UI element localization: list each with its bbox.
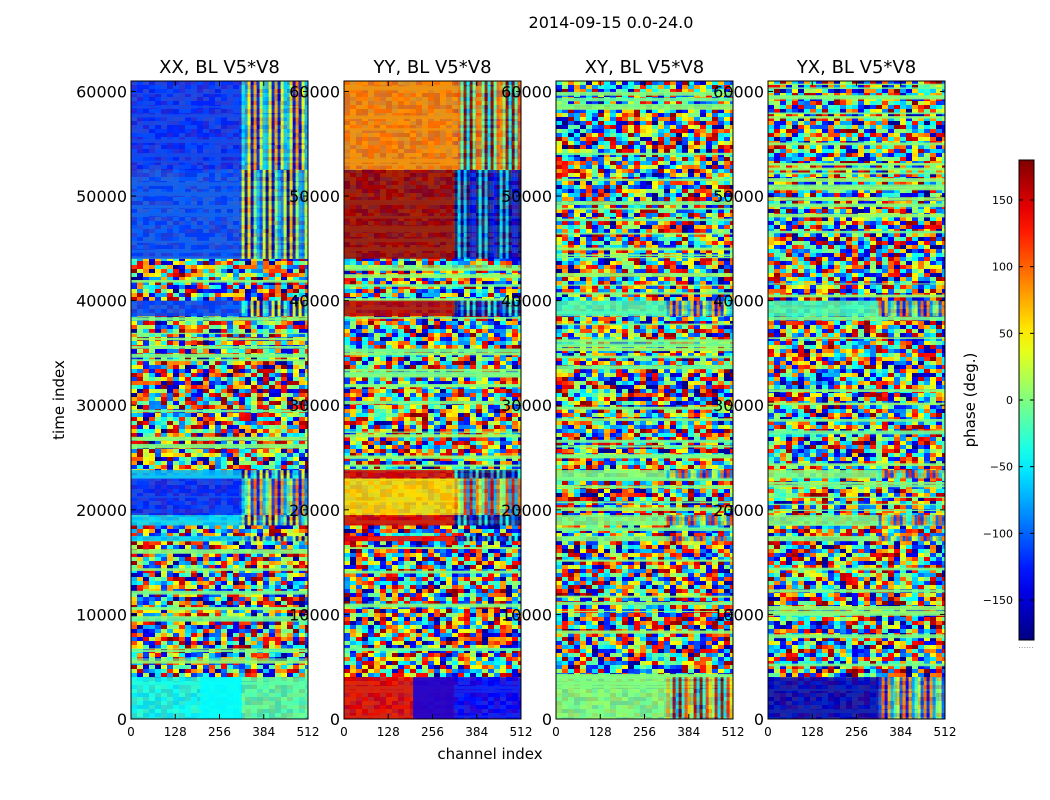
x-tick-label: 512 <box>722 725 745 739</box>
panels: XX, BL V5*V8 0 10000 20000 30000 40000 50000 60… <box>76 57 956 739</box>
x-tick-label: 0 <box>552 725 560 739</box>
band-yy-6 <box>344 478 455 516</box>
y-tick-label: 10000 <box>501 605 552 624</box>
x-tick-label: 512 <box>934 725 957 739</box>
y-tick-label: 0 <box>117 710 127 729</box>
band-xy-5 <box>556 515 667 526</box>
band-yx-9 <box>768 300 879 317</box>
colorbar-tick-label: 50 <box>999 327 1013 340</box>
panel-xx: XX, BL V5*V8 0 10000 20000 30000 40000 50000 60… <box>76 57 319 739</box>
band-yx-0 <box>768 677 879 719</box>
y-tick-label: 60000 <box>713 82 764 101</box>
panel-xy: XY, BL V5*V8 0 10000 20000 30000 40000 50000 60… <box>501 57 744 739</box>
band-xy-0 <box>556 677 667 719</box>
band-yy-3 <box>344 535 455 542</box>
band-xy-3 <box>556 535 667 542</box>
band-xy-7 <box>556 470 667 479</box>
y-axis-label: time index <box>50 360 68 440</box>
band-yx-3 <box>768 535 879 542</box>
y-tick-label: 30000 <box>713 396 764 415</box>
band-xx-11 <box>131 169 242 259</box>
y-tick-label: 20000 <box>713 501 764 520</box>
y-tick-label: 60000 <box>501 82 552 101</box>
y-tick-label: 50000 <box>713 187 764 206</box>
y-tick-label: 40000 <box>76 292 127 311</box>
band-yy-11 <box>344 169 455 259</box>
colorbar-tick-label: −50 <box>990 461 1013 474</box>
x-tick-label: 512 <box>510 725 533 739</box>
y-tick-label: 50000 <box>501 187 552 206</box>
y-tick-label: 60000 <box>76 82 127 101</box>
x-tick-label: 128 <box>801 725 824 739</box>
band-xx-12 <box>131 81 242 170</box>
band-xy-9 <box>556 300 667 317</box>
x-tick-label: 128 <box>377 725 400 739</box>
band-yy-9 <box>344 300 455 317</box>
y-tick-label: 30000 <box>501 396 552 415</box>
x-tick-label: 256 <box>845 725 868 739</box>
panel-title: YY, BL V5*V8 <box>372 57 491 78</box>
x-tick-label: 256 <box>633 725 656 739</box>
y-tick-label: 20000 <box>501 501 552 520</box>
phase-image-yy <box>344 81 521 719</box>
band-yy-5 <box>344 515 455 526</box>
colorbar-tick-label: −150 <box>983 594 1013 607</box>
y-tick-label: 0 <box>330 710 340 729</box>
panel-yx: YX, BL V5*V8 0 10000 20000 30000 40000 50000 60… <box>713 57 956 739</box>
y-tick-label: 50000 <box>76 187 127 206</box>
chart-title: 2014-09-15 0.0-24.0 <box>529 13 694 32</box>
x-tick-label: 256 <box>208 725 231 739</box>
phase-image-xy <box>556 81 733 719</box>
y-tick-label: 0 <box>542 710 552 729</box>
colorbar-tick-label: 100 <box>992 261 1013 274</box>
y-tick-label: 40000 <box>289 292 340 311</box>
band-xx-6 <box>131 478 242 516</box>
x-tick-label: 256 <box>421 725 444 739</box>
x-tick-label: 0 <box>340 725 348 739</box>
y-tick-label: 30000 <box>76 396 127 415</box>
x-tick-label: 0 <box>127 725 135 739</box>
band-xx-7 <box>131 470 242 479</box>
band-xx-5 <box>131 515 242 526</box>
band-yx-5 <box>768 515 879 526</box>
phase-image-yx <box>768 81 945 719</box>
x-tick-label: 512 <box>297 725 320 739</box>
panel-yy: YY, BL V5*V8 0 10000 20000 30000 40000 50000 60… <box>289 57 532 739</box>
colorbar-tick-label: −100 <box>983 527 1013 540</box>
band-xx-3 <box>131 535 242 542</box>
colorbar: 150 100 50 0 −50 −100 −150 <box>983 159 1035 641</box>
band-yy-7 <box>344 470 455 479</box>
colorbar-tick-label: 0 <box>1006 394 1013 407</box>
x-tick-label: 384 <box>252 725 275 739</box>
x-tick-label: 128 <box>589 725 612 739</box>
y-tick-label: 50000 <box>289 187 340 206</box>
x-axis-label: channel index <box>437 745 542 763</box>
y-tick-label: 20000 <box>289 501 340 520</box>
band-xx-9 <box>131 300 242 317</box>
y-tick-label: 40000 <box>713 292 764 311</box>
y-tick-label: 20000 <box>76 501 127 520</box>
colorbar-tick-label: 150 <box>992 194 1013 207</box>
y-tick-label: 10000 <box>289 605 340 624</box>
x-tick-label: 384 <box>465 725 488 739</box>
colorbar-footer: ...... <box>1018 641 1033 650</box>
phase-image-xx <box>131 81 308 719</box>
y-tick-label: 60000 <box>289 82 340 101</box>
x-tick-label: 0 <box>764 725 772 739</box>
band-yy-12 <box>344 81 455 170</box>
y-tick-label: 10000 <box>76 605 127 624</box>
y-tick-label: 10000 <box>713 605 764 624</box>
x-tick-label: 384 <box>677 725 700 739</box>
colorbar-label: phase (deg.) <box>961 353 979 448</box>
x-tick-label: 128 <box>164 725 187 739</box>
y-tick-label: 40000 <box>501 292 552 311</box>
panel-title: YX, BL V5*V8 <box>796 57 916 78</box>
y-tick-label: 0 <box>754 710 764 729</box>
panel-title: XX, BL V5*V8 <box>159 57 280 78</box>
band-yx-7 <box>768 470 879 479</box>
x-tick-label: 384 <box>889 725 912 739</box>
y-tick-label: 30000 <box>289 396 340 415</box>
panel-title: XY, BL V5*V8 <box>585 57 704 78</box>
